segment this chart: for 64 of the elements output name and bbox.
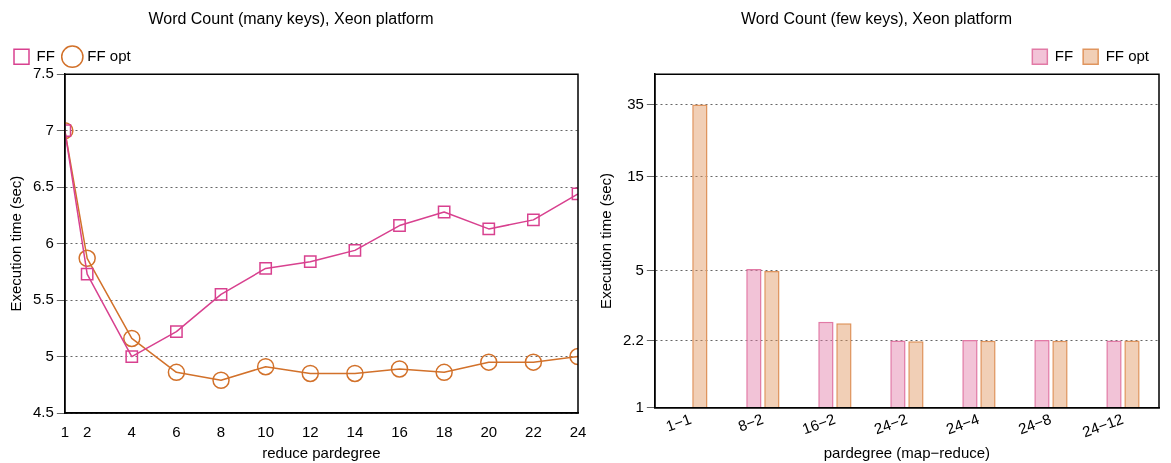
x-tick-label: 16−2 [799,409,838,438]
legend-label: FF [1054,46,1074,64]
x-tick-label: 24−4 [943,409,982,438]
point [256,357,275,376]
y-axis-title: Execution time (sec) [7,175,25,312]
x-tick-label: 2 [82,423,92,441]
chart-title: Word Count (many keys), Xeon platform [148,10,434,28]
point [524,353,543,371]
x-tick-label: 10 [257,423,274,441]
x-tick-label: 1 [60,423,70,441]
y-tick-label: 15 [627,166,644,184]
x-tick-label: 24 [569,423,587,441]
y-tick-label: 5 [45,346,54,364]
x-tick-label: 1−1 [663,409,694,435]
x-axis-title: reduce pardegree [262,444,381,462]
point [214,288,228,301]
x-tick-label: 24−8 [1015,409,1054,438]
legend-label: FF [36,46,55,64]
x-tick-label: 8−2 [735,409,766,435]
point [212,371,230,389]
x-tick-label: 12 [301,423,319,441]
point [170,325,183,339]
y-tick-label: 6 [45,233,54,251]
legend-label: FF opt [1105,46,1150,64]
y-tick-label: 1 [635,397,644,415]
x-tick-label: 20 [480,423,498,441]
point [348,243,362,257]
y-tick-label: 35 [627,94,644,112]
x-tick-label: 14 [346,423,364,441]
x-tick-label: 16 [391,423,408,441]
point [125,350,139,363]
x-tick-label: 22 [525,423,542,441]
x-tick-label: 6 [172,423,181,441]
point [80,267,94,281]
point [435,363,453,382]
y-tick-label: 2.2 [622,330,644,348]
y-tick-label: 5 [635,260,644,278]
point [123,329,141,348]
x-tick-label: 8 [216,423,226,441]
y-tick-label: 4.5 [32,403,54,421]
point [78,249,96,268]
legend-label: FF opt [87,46,132,64]
x-tick-label: 18 [435,423,453,441]
point [303,255,317,269]
y-tick-label: 5.5 [32,290,54,308]
point [480,353,498,371]
x-tick-label: 4 [127,423,136,441]
point [526,213,540,227]
y-tick-label: 7 [45,120,54,138]
chart-title: Word Count (few keys), Xeon platform [741,10,1012,28]
point [437,205,451,219]
y-tick-label: 7.5 [32,64,54,82]
point [301,364,320,383]
y-tick-label: 6.5 [32,177,54,195]
x-axis-title: pardegree (map−reduce) [823,444,991,462]
point [393,219,406,232]
point [346,364,364,383]
y-axis-title: Execution time (sec) [597,172,615,309]
point [259,262,273,275]
x-tick-label: 24−12 [1080,409,1126,441]
point [167,363,186,382]
point [482,222,496,236]
x-tick-label: 24−2 [871,409,910,438]
point [390,360,409,378]
